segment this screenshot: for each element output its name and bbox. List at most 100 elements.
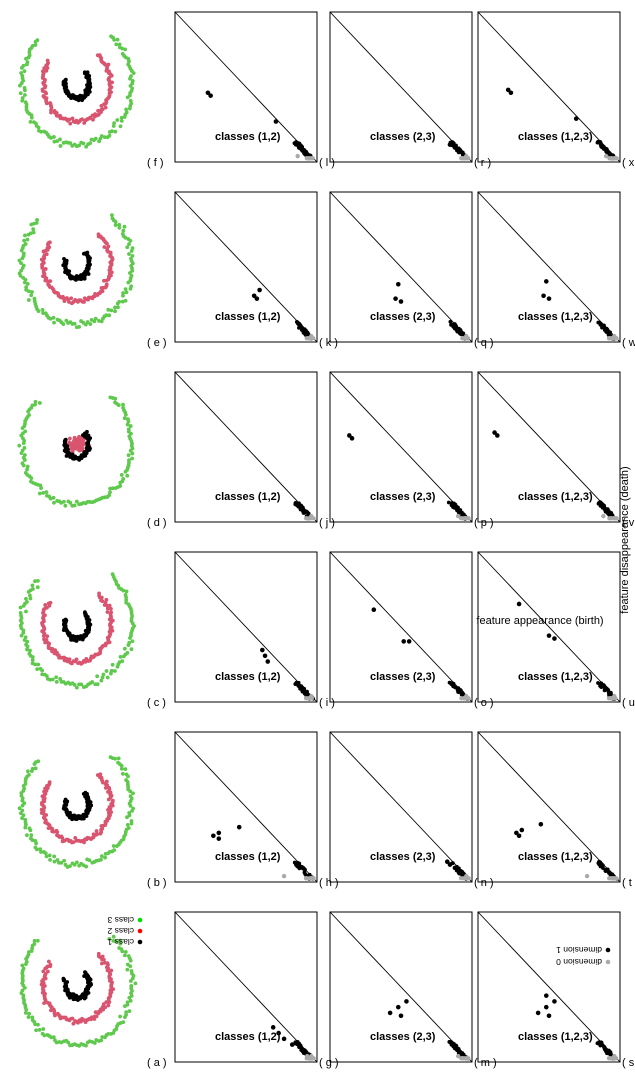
class3-point [20, 256, 25, 261]
dim0-point [309, 1053, 314, 1059]
dim1-point [260, 647, 265, 653]
class3-point [20, 426, 25, 431]
class3-point [19, 261, 23, 266]
panel-frame [477, 911, 621, 1063]
class3-point [52, 500, 56, 505]
class3-point [125, 422, 130, 427]
class3-point [29, 833, 34, 838]
class2-point [94, 1014, 99, 1019]
class2-point [67, 657, 72, 662]
class2-point [70, 116, 75, 121]
diagonal-line [477, 551, 621, 703]
dim1-point [535, 1010, 541, 1016]
dim1-point [211, 833, 216, 839]
row-title: classes (1,2,3) [518, 491, 593, 503]
class2-point [103, 960, 107, 965]
dim0-point [464, 873, 469, 879]
class3-point [79, 682, 84, 687]
class3-point [36, 125, 41, 130]
dim0-point [309, 693, 314, 699]
class3-point [111, 938, 116, 943]
class3-point [131, 806, 136, 811]
class3-point [118, 941, 123, 946]
diagonal-line [174, 11, 318, 163]
dim1-point [455, 326, 459, 331]
class2-point [109, 270, 114, 275]
class3-point [44, 674, 49, 678]
class3-point [23, 233, 27, 238]
class3-point [99, 134, 104, 138]
legend-label-2: class 2 [107, 926, 134, 936]
class3-point [113, 305, 117, 310]
class3-point [23, 93, 27, 97]
class3-point [111, 124, 116, 128]
class3-point [104, 669, 109, 673]
panel-label: ( n ) [474, 877, 494, 889]
dim0-point [304, 516, 309, 521]
class3-point [92, 1041, 97, 1045]
class3-point [113, 400, 117, 405]
panel-label: ( s ) [622, 1057, 635, 1069]
class3-point [123, 298, 128, 303]
class1-point [81, 433, 85, 438]
class3-point [107, 936, 112, 941]
class3-point [123, 593, 128, 597]
class2-point [43, 966, 48, 971]
class3-point [25, 282, 30, 286]
dim0-point [608, 1056, 613, 1061]
class3-point [117, 42, 122, 47]
dim1-point [296, 142, 301, 146]
class3-point [24, 56, 28, 61]
dim1-point [395, 281, 401, 287]
panel-frame [477, 551, 621, 703]
class3-point [26, 232, 31, 237]
dim1-point [604, 328, 609, 333]
dim1-point [299, 147, 304, 152]
row-title: classes (2,3) [370, 491, 436, 503]
class3-point [35, 217, 39, 222]
class3-point [24, 609, 28, 614]
class3-point [26, 298, 31, 302]
class3-point [85, 320, 90, 324]
class3-point [68, 864, 72, 869]
class2-point [107, 603, 112, 608]
row-title: classes (2,3) [370, 131, 436, 143]
dim1-point [450, 503, 454, 508]
class3-point [125, 473, 130, 478]
dim1-point [289, 1042, 295, 1047]
dim1-point [216, 836, 222, 841]
class2-point [68, 121, 73, 126]
dim1-point [257, 287, 262, 293]
dim0-point [608, 156, 613, 161]
dim1-point [446, 500, 451, 505]
class3-point [30, 1015, 35, 1020]
class3-point [110, 572, 115, 577]
diagonal-line [174, 371, 318, 523]
class3-point [30, 655, 35, 659]
dim1-point [552, 636, 557, 641]
class3-point [126, 237, 131, 241]
class3-point [128, 424, 133, 428]
class3-point [129, 821, 134, 826]
class2-point [104, 597, 109, 602]
class3-point [109, 308, 114, 313]
class2-point [42, 66, 47, 71]
dim0-point [463, 516, 468, 521]
dim0-point [603, 153, 609, 159]
dim1-point [300, 508, 306, 513]
class3-point [23, 822, 28, 827]
class3-point [125, 1000, 130, 1005]
class3-point [88, 322, 93, 326]
class3-point [21, 630, 26, 635]
class3-point [110, 216, 115, 221]
dim1-point [543, 993, 549, 998]
dim0-point [455, 513, 461, 519]
class2-point [53, 1013, 57, 1018]
class3-point [124, 589, 129, 594]
class3-point [130, 246, 135, 251]
class3-point [28, 648, 32, 653]
class3-point [88, 141, 93, 146]
class2-point [80, 117, 84, 122]
class2-point [97, 591, 101, 596]
dim1-point [596, 681, 600, 685]
